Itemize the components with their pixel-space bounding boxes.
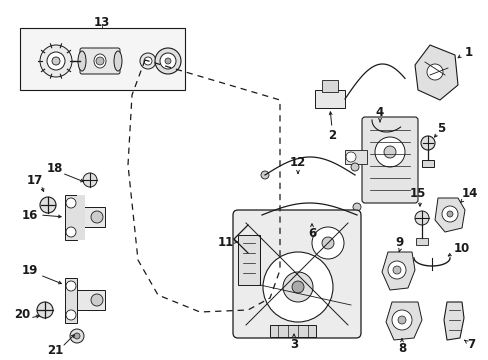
Text: 10: 10 (453, 242, 469, 255)
Text: 20: 20 (14, 309, 30, 321)
Circle shape (40, 45, 72, 77)
Bar (321, 80, 337, 92)
Circle shape (350, 163, 358, 171)
Circle shape (96, 57, 104, 65)
Circle shape (397, 316, 405, 324)
Bar (269, 325, 315, 337)
Circle shape (40, 197, 56, 213)
Ellipse shape (78, 51, 86, 71)
Bar (77, 290, 105, 310)
Bar (314, 90, 345, 108)
Text: 8: 8 (397, 342, 406, 355)
Circle shape (160, 53, 176, 69)
Text: 5: 5 (436, 122, 444, 135)
Circle shape (47, 52, 65, 70)
Circle shape (387, 261, 405, 279)
Circle shape (321, 237, 333, 249)
Text: 15: 15 (409, 186, 426, 199)
Circle shape (83, 173, 97, 187)
Circle shape (283, 272, 312, 302)
Circle shape (52, 57, 60, 65)
FancyBboxPatch shape (80, 48, 120, 74)
Circle shape (392, 266, 400, 274)
Circle shape (426, 64, 442, 80)
Circle shape (70, 329, 84, 343)
Bar (65, 278, 77, 323)
Circle shape (261, 171, 268, 179)
Bar (77, 195, 85, 240)
Circle shape (383, 146, 395, 158)
Text: 18: 18 (47, 162, 63, 175)
Circle shape (311, 227, 343, 259)
Circle shape (164, 58, 171, 64)
Text: 3: 3 (289, 338, 298, 351)
Text: 6: 6 (307, 226, 315, 239)
Text: 21: 21 (47, 343, 63, 356)
Ellipse shape (114, 51, 122, 71)
Text: 16: 16 (22, 208, 38, 221)
Circle shape (414, 211, 428, 225)
Circle shape (374, 137, 404, 167)
Circle shape (446, 211, 452, 217)
Polygon shape (381, 252, 414, 290)
FancyBboxPatch shape (232, 210, 360, 338)
Circle shape (37, 302, 53, 318)
Circle shape (420, 136, 434, 150)
Text: 12: 12 (289, 156, 305, 168)
Circle shape (66, 281, 76, 291)
Text: 2: 2 (327, 129, 335, 141)
Circle shape (66, 227, 76, 237)
Circle shape (74, 333, 80, 339)
Circle shape (263, 252, 332, 322)
Bar (345, 150, 366, 164)
Bar (20, 28, 184, 90)
FancyBboxPatch shape (361, 117, 417, 203)
Text: 11: 11 (218, 235, 234, 248)
Bar (77, 207, 105, 227)
Circle shape (91, 294, 103, 306)
Bar (65, 195, 77, 240)
Circle shape (391, 310, 411, 330)
Circle shape (66, 198, 76, 208)
Text: 9: 9 (395, 235, 403, 248)
Polygon shape (385, 302, 421, 340)
Circle shape (352, 203, 360, 211)
Text: 1: 1 (464, 45, 472, 59)
Circle shape (346, 152, 355, 162)
Circle shape (143, 57, 152, 65)
Circle shape (91, 211, 103, 223)
Circle shape (441, 206, 457, 222)
Polygon shape (443, 302, 463, 340)
Text: 14: 14 (461, 186, 477, 199)
Bar (238, 235, 260, 285)
Text: 17: 17 (27, 174, 43, 186)
Circle shape (291, 281, 304, 293)
Polygon shape (414, 45, 457, 100)
Bar (415, 238, 427, 245)
Polygon shape (434, 198, 464, 232)
Circle shape (258, 211, 265, 219)
Circle shape (66, 310, 76, 320)
Text: 13: 13 (94, 15, 110, 28)
Text: 4: 4 (375, 105, 384, 118)
Ellipse shape (94, 54, 106, 68)
Circle shape (155, 48, 181, 74)
Circle shape (140, 53, 156, 69)
Text: 19: 19 (22, 264, 38, 276)
Bar (421, 160, 433, 167)
Text: 7: 7 (466, 338, 474, 351)
